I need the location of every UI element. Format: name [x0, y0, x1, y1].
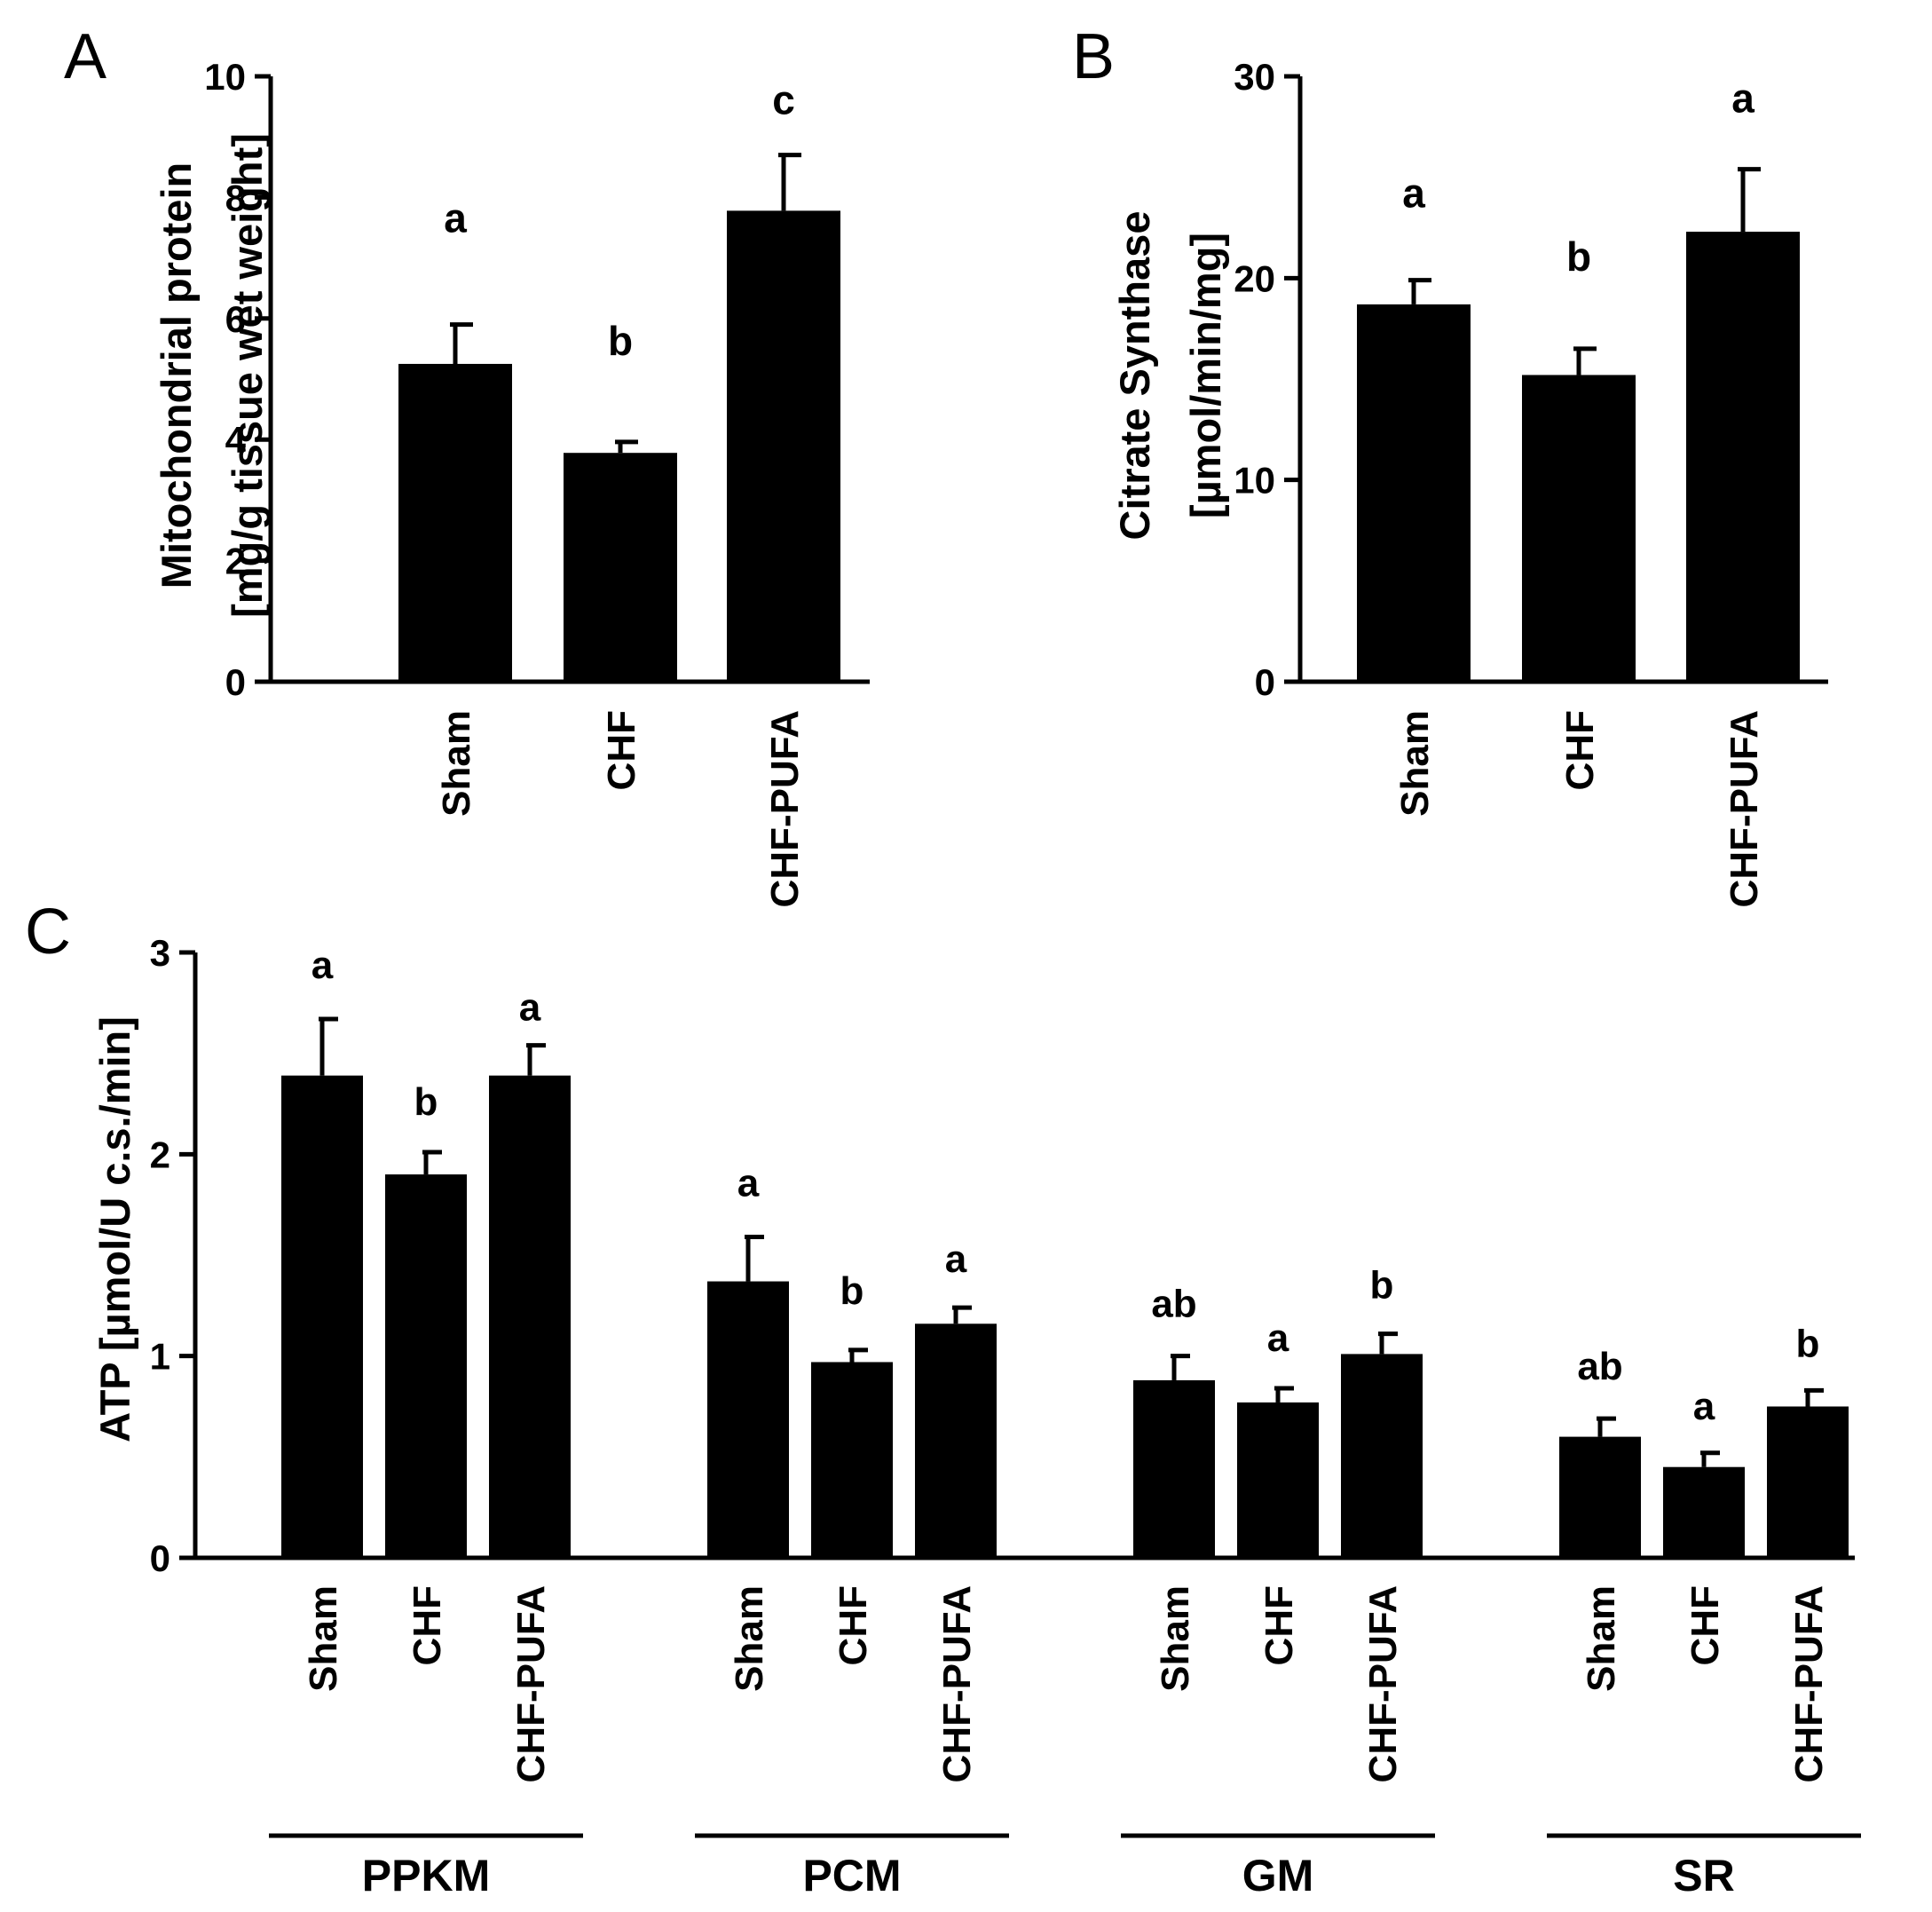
significance-label: a	[444, 195, 467, 241]
bar	[385, 1174, 467, 1558]
group-label: PCM	[802, 1851, 901, 1900]
x-tick-label: CHF-PUFA	[1361, 1585, 1405, 1782]
x-tick-label: CHF-PUFA	[509, 1585, 553, 1782]
significance-label: b	[1370, 1264, 1394, 1308]
bar	[1663, 1466, 1745, 1558]
x-tick-label: CHF-PUFA	[763, 710, 807, 907]
bar	[1522, 375, 1636, 682]
bar	[489, 1075, 571, 1558]
significance-label: a	[945, 1237, 967, 1281]
bar	[1767, 1406, 1849, 1558]
bar	[915, 1323, 997, 1558]
bar	[811, 1362, 893, 1558]
x-tick-label: CHF-PUFA	[1723, 710, 1766, 907]
x-tick-label: Sham	[1154, 1585, 1197, 1692]
significance-label: a	[1693, 1385, 1715, 1428]
bar	[727, 210, 840, 683]
group-gm: ab Sham a CHF b CHF-PUFA GM	[1121, 1264, 1435, 1900]
bar	[564, 453, 677, 682]
significance-label: a	[1402, 170, 1425, 217]
significance-label: ab	[1577, 1345, 1622, 1388]
x-tick-label: CHF	[832, 1585, 875, 1665]
y-tick-label: 1	[150, 1336, 170, 1378]
y-tick-label: 2	[225, 541, 246, 582]
y-tick-label: 10	[1234, 460, 1275, 502]
x-tick-label: CHF-PUFA	[935, 1585, 979, 1782]
y-tick-label: 20	[1234, 257, 1275, 299]
significance-label: b	[840, 1269, 864, 1313]
bar	[1133, 1379, 1215, 1558]
y-tick-label: 8	[225, 177, 246, 218]
y-tick-label: 0	[1255, 661, 1275, 703]
x-tick-label: CHF-PUFA	[1787, 1585, 1831, 1782]
bar	[1686, 232, 1800, 682]
significance-label: a	[519, 986, 541, 1030]
y-tick-label: 2	[150, 1134, 170, 1175]
bar	[1559, 1436, 1641, 1558]
panel-a-ylabel-line-2: [mg/g tissue wet weight]	[224, 133, 271, 618]
x-tick-label: CHF	[1684, 1585, 1727, 1665]
panel-b: B Citrate Synthase [µmol/min/mg] 0 10 20 30…	[1072, 21, 1828, 907]
bar	[1237, 1402, 1319, 1558]
y-tick-label: 0	[150, 1537, 170, 1579]
panel-a-ylabel-line-1: Mitochondrial protein	[153, 162, 200, 589]
bar	[281, 1075, 363, 1558]
panel-b-label: B	[1072, 21, 1115, 92]
y-tick-label: 3	[150, 932, 170, 974]
significance-label: b	[1566, 233, 1591, 280]
x-tick-label: Sham	[728, 1585, 771, 1692]
panel-c-ylabel: ATP [µmol/U c.s./min]	[91, 1016, 138, 1442]
significance-label: c	[772, 77, 795, 123]
panel-b-ylabel-line-1: Citrate Synthase	[1111, 211, 1158, 541]
significance-label: a	[311, 944, 334, 987]
group-pcm: a Sham b CHF a CHF-PUFA PCM	[695, 1162, 1009, 1900]
group-label: PPKM	[362, 1851, 490, 1900]
group-ppkm: a Sham b CHF a CHF-PUFA PPKM	[269, 944, 583, 1900]
panel-c: C ATP [µmol/U c.s./min] 0 1 2 3 a Sham b CHF a CH…	[25, 897, 1861, 1900]
bar	[1357, 304, 1471, 682]
significance-label: a	[1731, 75, 1755, 122]
panel-a: A Mitochondrial protein [mg/g tissue wet…	[64, 21, 870, 907]
y-tick-label: 10	[204, 56, 246, 98]
y-tick-label: 30	[1234, 56, 1275, 98]
significance-label: a	[1267, 1316, 1289, 1360]
group-label: SR	[1673, 1851, 1734, 1900]
bar	[398, 363, 512, 682]
significance-label: b	[414, 1080, 438, 1124]
x-tick-label: CHF	[1558, 710, 1602, 790]
x-tick-label: CHF	[600, 710, 643, 790]
y-tick-label: 0	[225, 661, 246, 703]
panel-b-plot: 0 10 20 30 a Sham b CHF a CHF-PUFA	[1234, 56, 1828, 907]
bar	[1341, 1354, 1423, 1558]
panel-a-plot: 0 2 4 6 8 10 a Sham b CHF c CHF-PUFA	[204, 56, 870, 907]
panel-a-label: A	[64, 21, 106, 92]
significance-label: ab	[1151, 1283, 1196, 1326]
significance-label: b	[1796, 1322, 1820, 1365]
bar	[707, 1281, 789, 1558]
x-tick-label: CHF	[1258, 1585, 1301, 1665]
y-tick-label: 4	[225, 419, 247, 461]
x-tick-label: CHF	[406, 1585, 449, 1665]
x-tick-label: Sham	[1580, 1585, 1623, 1692]
significance-label: a	[737, 1162, 760, 1205]
y-tick-label: 6	[225, 298, 246, 340]
panel-c-plot: 0 1 2 3 a Sham b CHF a CHF-PUFA PPKM a Sham b CHF a CHF-…	[150, 932, 1861, 1900]
group-label: GM	[1242, 1851, 1314, 1900]
x-tick-label: Sham	[435, 710, 478, 817]
panel-c-label: C	[25, 897, 71, 968]
significance-label: b	[608, 318, 633, 364]
x-tick-label: Sham	[1393, 710, 1437, 817]
panel-b-ylabel-line-2: [µmol/min/mg]	[1182, 233, 1229, 518]
group-sr: ab Sham a CHF b CHF-PUFA SR	[1547, 1322, 1861, 1900]
x-tick-label: Sham	[302, 1585, 345, 1692]
